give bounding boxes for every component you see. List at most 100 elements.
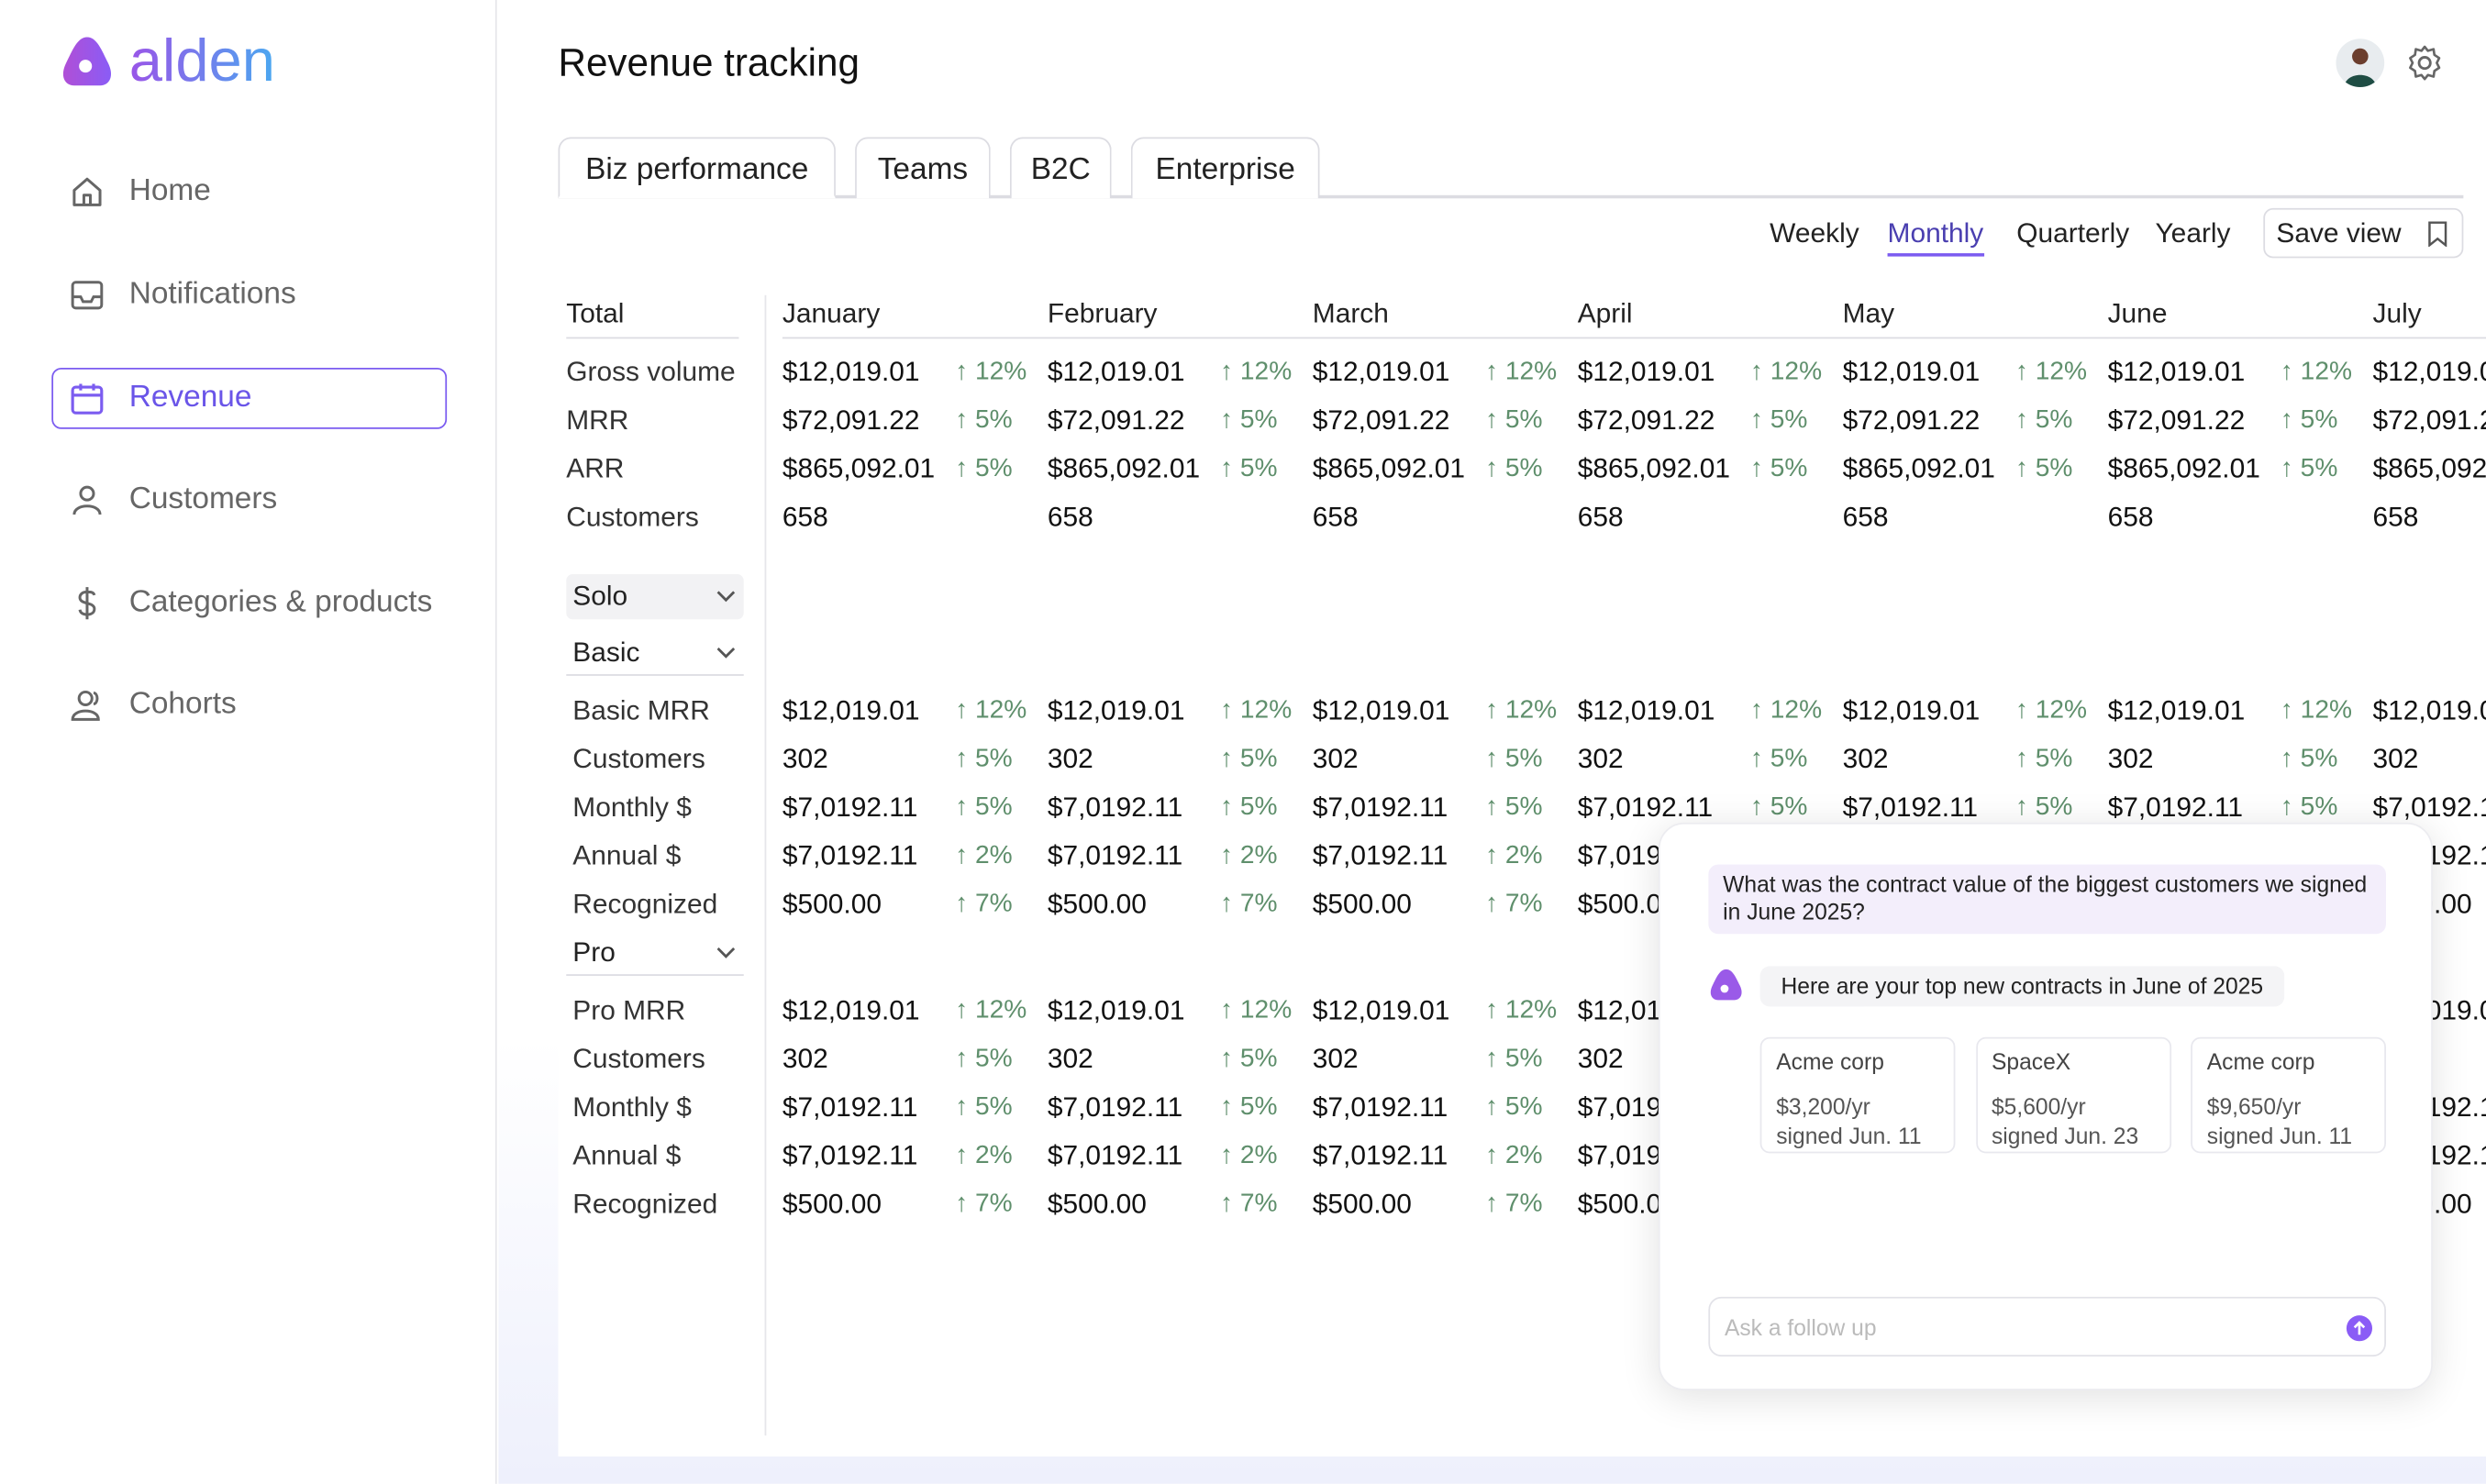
chevron [716, 591, 736, 603]
column-header: April [1577, 298, 1633, 329]
nav-item[interactable]: Categories & products [128, 585, 433, 620]
chevron [716, 947, 736, 958]
bookmark-icon [2428, 221, 2447, 248]
cell-change: ↑ 5% [1749, 406, 1808, 435]
cell-change: ↑ 5% [1484, 1045, 1543, 1073]
save-view-button[interactable]: Save view [2263, 207, 2464, 259]
nav-item[interactable]: Home [128, 173, 211, 208]
cell-value: 302 [1047, 743, 1093, 775]
cell-value: $72,091.22 [1577, 404, 1715, 436]
settings-icon[interactable] [2405, 43, 2444, 82]
cell-value: 658 [1312, 501, 1359, 533]
tab[interactable]: Teams [855, 137, 991, 199]
tab[interactable]: Biz performance [558, 137, 836, 199]
cell-value: 658 [1047, 501, 1093, 533]
cell-change: ↑ 2% [1220, 1142, 1278, 1169]
chat-panel: What was the contract value of the bigge… [1658, 822, 2433, 1390]
cell-value: $865,092.01 [1312, 453, 1466, 484]
nav-item[interactable]: Customers [128, 482, 278, 516]
row-label: MRR [566, 404, 629, 436]
nav-icon [71, 690, 100, 721]
cell-change: ↑ 12% [955, 358, 1027, 386]
chat-input-placeholder: Ask a follow up [1724, 1314, 1877, 1341]
contract-card[interactable]: SpaceX $5,600/yr signed Jun. 23 [1975, 1036, 2171, 1154]
cell-change: ↑ 5% [1220, 1093, 1278, 1122]
cell-change: ↑ 12% [1220, 696, 1293, 725]
cell-change: ↑ 5% [955, 454, 1013, 482]
cell-change: ↑ 7% [1220, 1190, 1278, 1218]
nav-item[interactable]: Notifications [128, 277, 296, 312]
avatar[interactable] [2336, 39, 2385, 87]
tab[interactable]: Enterprise [1130, 137, 1320, 199]
table-corner: Total [566, 298, 625, 329]
column-header: June [2107, 298, 2168, 329]
row-label: Recognized [572, 888, 718, 920]
cell-change: ↑ 12% [2280, 696, 2352, 725]
row-label: Customers [566, 501, 699, 533]
column-header: January [782, 298, 881, 329]
cell-change: ↑ 5% [1220, 793, 1278, 822]
cell-value: $7,0192.11 [1047, 1091, 1183, 1123]
contract-amount: $5,600/yr [1991, 1093, 2086, 1120]
column-header: July [2372, 298, 2422, 329]
cell-change: ↑ 5% [1220, 745, 1278, 773]
contract-card[interactable]: Acme corp $9,650/yr signed Jun. 11 [2191, 1036, 2386, 1154]
section-dropdown[interactable]: Pro [566, 931, 744, 976]
nav-active-bg [51, 367, 448, 429]
cell-value: $7,0192.11 [782, 1140, 918, 1171]
cell-value: 302 [1312, 743, 1359, 775]
cell-change: ↑ 12% [1220, 996, 1293, 1024]
cell-value: $12,019.01 [1577, 694, 1715, 726]
cell-change: ↑ 5% [1749, 454, 1808, 482]
row-label: Recognized [572, 1189, 718, 1220]
row-label: Annual $ [572, 840, 682, 871]
cell-change: ↑ 7% [1484, 1190, 1543, 1218]
cell-value: 658 [1842, 501, 1889, 533]
cell-value: 658 [782, 501, 828, 533]
send-button[interactable] [2346, 1314, 2373, 1342]
contract-name: SpaceX [1991, 1048, 2071, 1075]
cell-change: ↑ 5% [2280, 793, 2338, 822]
contract-card[interactable]: Acme corp $3,200/yr signed Jun. 11 [1759, 1036, 1956, 1154]
cell-value: 302 [1047, 1043, 1093, 1075]
cell-value: $72,091.22 [1842, 404, 1981, 436]
row-label: Monthly $ [572, 792, 692, 823]
cell-value: $865,092.01 [2107, 453, 2260, 484]
cell-value: $500.00 [782, 888, 882, 920]
column-header: May [1842, 298, 1895, 329]
cell-change: ↑ 2% [1220, 841, 1278, 869]
cell-change: ↑ 12% [1484, 996, 1558, 1024]
period-option[interactable]: Weekly [1770, 217, 1859, 249]
cell-change: ↑ 2% [1484, 1142, 1543, 1169]
chevron [716, 647, 736, 659]
cell-value: 302 [1577, 1043, 1624, 1075]
cell-change: ↑ 12% [1484, 358, 1558, 386]
nav-icon [78, 587, 96, 620]
cell-change: ↑ 5% [955, 1045, 1013, 1073]
nav-item[interactable]: Cohorts [128, 687, 237, 722]
chat-input[interactable]: Ask a follow up [1708, 1296, 2386, 1357]
cell-value: 302 [2107, 743, 2154, 775]
row-label: Gross volume [566, 356, 736, 388]
period-option[interactable]: Monthly [1887, 215, 1984, 257]
contract-signed: signed Jun. 11 [2206, 1122, 2353, 1149]
nav-item[interactable]: Revenue [128, 381, 252, 415]
header-rule [782, 337, 2486, 339]
save-view-label: Save view [2276, 217, 2402, 249]
cell-value: $7,0192.11 [1577, 792, 1714, 823]
cell-value: $7,0192.11 [1047, 792, 1183, 823]
page-title: Revenue tracking [558, 41, 860, 86]
period-option[interactable]: Yearly [2155, 217, 2231, 249]
cell-value: $500.00 [782, 1189, 882, 1220]
section-name: Solo [572, 581, 628, 612]
tab[interactable]: B2C [1009, 137, 1112, 199]
section-dropdown[interactable]: Basic [566, 631, 744, 676]
cell-change: ↑ 12% [955, 996, 1027, 1024]
section-dropdown[interactable]: Solo [566, 574, 744, 620]
cell-value: $12,019.01 [1577, 356, 1715, 388]
section-name: Basic [572, 637, 640, 669]
period-option[interactable]: Quarterly [2016, 217, 2130, 249]
cell-change: ↑ 12% [955, 696, 1027, 725]
cell-value: $7,0192.11 [782, 840, 918, 871]
